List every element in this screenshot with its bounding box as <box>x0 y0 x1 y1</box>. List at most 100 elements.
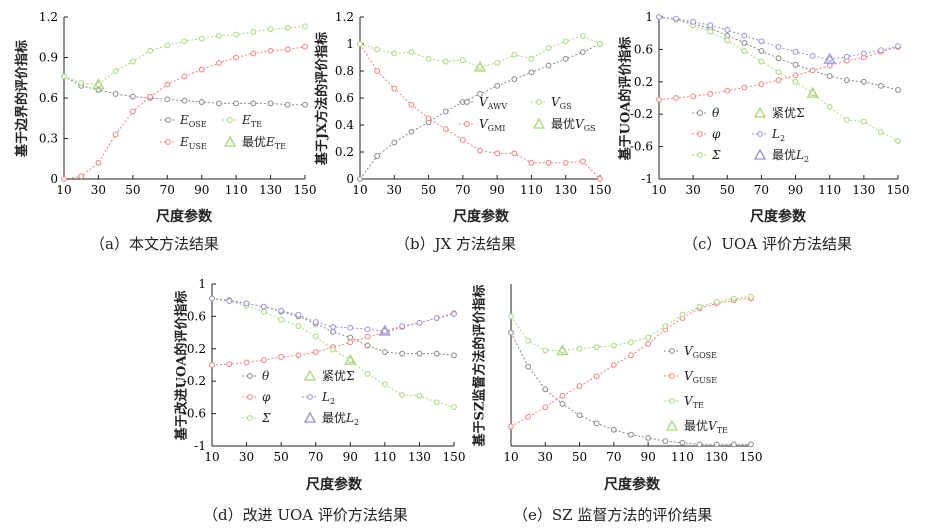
data-point <box>792 48 799 55</box>
data-point <box>758 38 765 45</box>
y-tick-label: -0.6 <box>183 407 206 421</box>
data-point <box>545 45 552 51</box>
data-point <box>511 51 518 58</box>
x-tick-label: 70 <box>606 450 621 464</box>
legend-swatch-point <box>227 117 233 123</box>
x-tick-label: 70 <box>160 183 175 197</box>
data-point <box>147 93 153 100</box>
y-tick-label: 0 <box>346 172 354 186</box>
x-axis-title-c: 尺度参数 <box>750 209 806 225</box>
data-point <box>416 350 423 357</box>
optimal-marker <box>473 60 487 72</box>
legend-label: L2 <box>771 127 785 143</box>
legend-label: VTE <box>684 394 704 410</box>
data-point <box>399 323 406 330</box>
data-point <box>181 73 188 80</box>
data-point <box>295 352 302 359</box>
data-point <box>233 54 240 61</box>
data-point <box>878 47 884 54</box>
legend-label: EOSE <box>179 113 207 129</box>
legend-swatch-point <box>247 394 253 400</box>
data-point <box>508 329 514 336</box>
legend-label: VAWV <box>479 95 507 111</box>
x-tick-label: 130 <box>705 450 728 464</box>
data-point <box>226 361 233 368</box>
data-point <box>713 298 720 305</box>
data-point <box>477 91 483 97</box>
data-point <box>260 357 267 364</box>
data-point <box>775 55 782 62</box>
data-point <box>399 350 406 357</box>
legend-swatch-point <box>536 99 542 105</box>
data-point <box>312 349 319 355</box>
data-point <box>741 84 748 91</box>
data-point <box>579 33 586 39</box>
x-tick-label: 150 <box>294 183 317 197</box>
x-tick-label: 90 <box>788 183 803 197</box>
y-axis-title-d: 基于改进UOA的评价指标 <box>174 290 190 440</box>
x-tick-label: 150 <box>740 450 763 464</box>
legend-triangle <box>753 148 767 160</box>
data-point <box>758 58 765 65</box>
legend-triangle <box>223 135 237 147</box>
legend-label: VGOSE <box>684 344 717 360</box>
legend-label: VGUSE <box>684 369 717 385</box>
data-point <box>302 23 308 30</box>
data-point <box>260 308 267 315</box>
legend-swatch-point <box>247 373 253 379</box>
data-point <box>226 298 233 304</box>
data-point <box>741 40 748 46</box>
data-point <box>267 47 274 54</box>
data-point <box>164 42 171 49</box>
x-tick-label: 130 <box>554 183 577 197</box>
data-point <box>433 315 440 321</box>
optimal-marker <box>556 344 569 356</box>
x-tick-label: 130 <box>259 183 282 197</box>
legend-label: EUSE <box>179 135 207 151</box>
data-point <box>425 115 432 122</box>
data-point <box>302 43 308 50</box>
x-tick-label: 30 <box>387 183 402 197</box>
data-point <box>673 95 679 101</box>
x-tick-label: 110 <box>520 183 543 197</box>
data-point <box>559 392 566 399</box>
legend-swatch-point <box>464 99 470 105</box>
data-point <box>459 136 466 143</box>
data-point <box>597 176 603 182</box>
data-point <box>645 435 652 441</box>
data-point <box>95 159 102 166</box>
x-axis-title-e: 尺度参数 <box>604 477 660 493</box>
data-point <box>198 35 205 42</box>
legend-swatch-point <box>669 348 675 354</box>
data-point <box>713 441 720 448</box>
chart-c: 10 30 50 70 90 110 130 150 -1 -0.6 -0.2 0.2 0.6 1 θ 紧优Σ… <box>630 10 910 197</box>
data-point <box>425 55 432 62</box>
x-tick-label: 10 <box>204 450 219 464</box>
data-point <box>696 303 703 310</box>
data-point <box>511 150 518 157</box>
legend-label: φ <box>262 390 271 404</box>
legend-swatch-point <box>697 110 703 116</box>
data-point <box>645 341 652 347</box>
data-point <box>707 28 714 35</box>
y-tick-label: -0.2 <box>630 107 653 121</box>
legend-label: 紧优Σ <box>772 106 805 120</box>
data-point <box>662 323 669 330</box>
legend-swatch-point <box>165 117 171 123</box>
x-tick-label: 70 <box>754 183 769 197</box>
y-tick-label: 1 <box>645 10 653 24</box>
data-point <box>579 158 586 165</box>
data-point <box>129 93 136 100</box>
data-point <box>662 438 669 445</box>
data-point <box>250 50 257 57</box>
data-point <box>511 76 518 82</box>
data-point <box>442 108 449 115</box>
data-point <box>679 439 686 446</box>
data-point <box>312 319 319 325</box>
data-point <box>408 49 415 55</box>
data-point <box>164 96 171 103</box>
y-tick-label: 0.2 <box>335 145 354 159</box>
data-point <box>542 347 549 354</box>
y-tick-label: -1 <box>641 172 653 186</box>
data-point <box>562 55 569 62</box>
